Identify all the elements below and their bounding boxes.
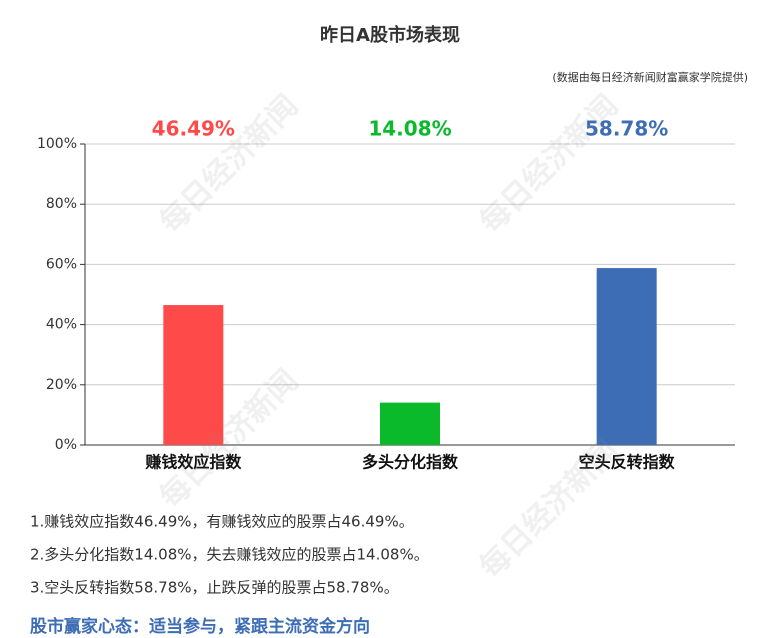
y-tick-label: 80% <box>46 196 77 212</box>
y-tick-label: 60% <box>46 256 77 272</box>
chart-title: 昨日A股市场表现 <box>320 24 460 46</box>
value-label: 46.49% <box>152 117 235 141</box>
x-tick-label: 空头反转指数 <box>579 453 676 472</box>
y-tick-label: 20% <box>46 377 77 393</box>
y-tick-label: 40% <box>46 317 77 333</box>
note: 3.空头反转指数58.78%，止跌反弹的股票占58.78%。 <box>30 579 399 597</box>
headline: 股市赢家心态：适当参与，紧跟主流资金方向 <box>30 616 370 637</box>
chart-subtitle: (数据由每日经济新闻财富赢家学院提供) <box>552 70 748 84</box>
bar <box>163 305 224 445</box>
note: 1.赚钱效应指数46.49%，有赚钱效应的股票占46.49%。 <box>30 513 414 531</box>
value-label: 58.78% <box>585 117 668 141</box>
bar <box>380 402 440 445</box>
note: 2.多头分化指数14.08%，失去赚钱效应的股票占14.08%。 <box>30 546 429 564</box>
x-tick-label: 多头分化指数 <box>362 453 459 472</box>
y-tick-label: 0% <box>55 437 77 453</box>
x-tick-label: 赚钱效应指数 <box>144 453 242 472</box>
y-tick-label: 100% <box>37 136 77 152</box>
value-label: 14.08% <box>368 117 451 141</box>
bar <box>596 268 657 445</box>
